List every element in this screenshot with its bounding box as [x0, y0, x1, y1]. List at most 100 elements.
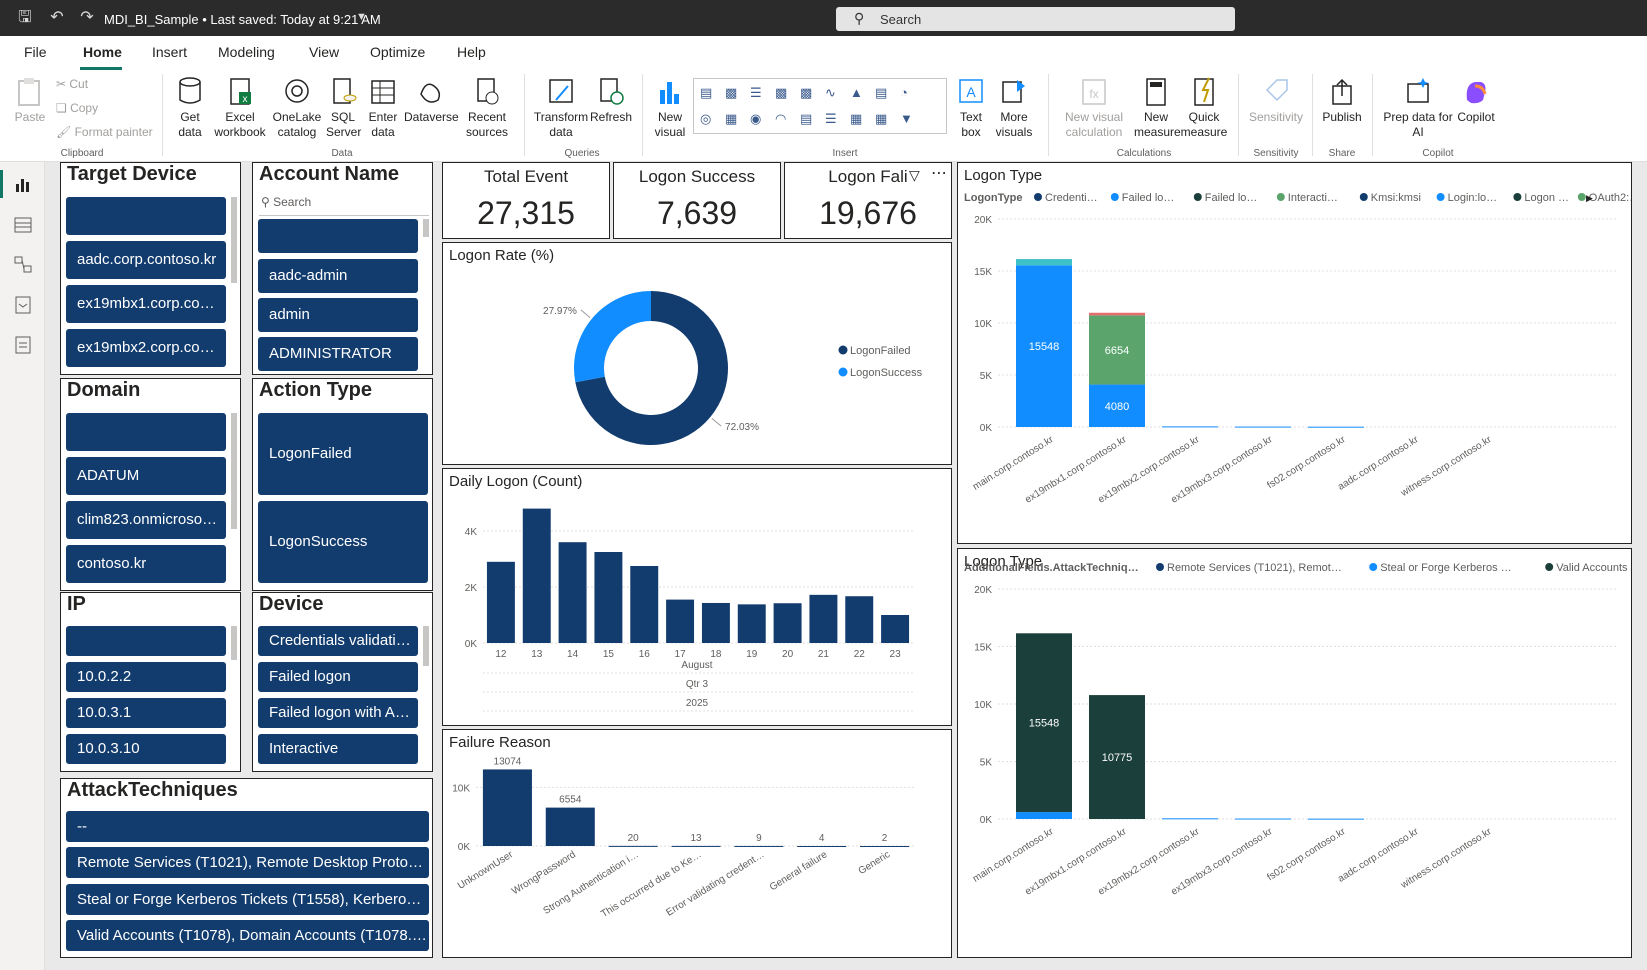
bar-segment — [1235, 426, 1291, 428]
undo-icon[interactable]: ↶ — [50, 9, 64, 26]
visual-type-icon[interactable]: ∿ — [825, 85, 836, 100]
tab-file[interactable]: File — [24, 44, 47, 60]
format-painter-button[interactable]: 🖌 Format painter — [56, 125, 153, 139]
slicer-item[interactable] — [258, 219, 418, 253]
visual-type-icon[interactable]: ▤ — [875, 85, 888, 100]
visual-type-icon[interactable]: ▩ — [800, 85, 813, 100]
dataverse-button[interactable]: Dataverse — [404, 76, 459, 125]
card-logon-success[interactable]: Logon Success 7,639 — [613, 162, 781, 239]
slicer-item[interactable]: ex19mbx1.corp.co… — [66, 285, 226, 323]
visual-type-icon[interactable]: ▦ — [875, 111, 888, 126]
save-icon[interactable]: 🖫 — [18, 9, 32, 26]
refresh-button[interactable]: Refresh — [590, 76, 632, 125]
slicer-item[interactable]: Valid Accounts (T1078), Domain Accounts … — [66, 920, 429, 951]
visual-gallery[interactable]: ▤ ▩ ☰ ▩ ▩ ∿ ▲ ▤ ◔ ◎ ▦ ◉ ◠ ▤ ☰ ▦ ▦ ▼ — [693, 78, 947, 134]
more-visuals-label: More visuals — [995, 110, 1033, 139]
slicer-item[interactable]: contoso.kr — [66, 545, 226, 583]
tab-view[interactable]: View — [309, 44, 340, 60]
model-view-icon[interactable] — [12, 254, 34, 276]
more-visuals-button[interactable]: More visuals — [990, 76, 1038, 140]
slicer-item[interactable]: Remote Services (T1021), Remote Desktop … — [66, 847, 429, 878]
slicer-item[interactable]: 10.0.3.10 — [66, 734, 226, 764]
dax-query-view-icon[interactable] — [12, 294, 34, 316]
slicer-item[interactable] — [66, 413, 226, 451]
slicer-item[interactable]: Interactive — [258, 734, 418, 764]
new-visual-button[interactable]: New visual — [650, 76, 690, 140]
visual-type-icon[interactable]: ▤ — [700, 85, 713, 100]
publish-button[interactable]: Publish — [1318, 76, 1366, 125]
slicer-item[interactable]: LogonFailed — [258, 413, 428, 495]
new-visual-calculation-button[interactable]: fx New visual calculation — [1056, 76, 1132, 140]
tab-insert[interactable]: Insert — [152, 44, 188, 60]
slicer-item[interactable]: -- — [66, 811, 429, 842]
enter-data-button[interactable]: Enter data — [364, 76, 402, 140]
visual-type-icon[interactable]: ▩ — [725, 85, 738, 100]
slicer-item[interactable] — [66, 197, 226, 235]
visual-type-icon[interactable]: ◠ — [775, 111, 787, 126]
slicer-item[interactable]: admin — [258, 298, 418, 332]
table-view-icon[interactable] — [12, 214, 34, 236]
filter-icon[interactable]: ▽ — [909, 167, 920, 183]
tab-modeling[interactable]: Modeling — [218, 44, 275, 60]
bar-segment — [1016, 265, 1072, 427]
copy-button[interactable]: ❏ Copy — [56, 101, 98, 115]
card-logon-failed[interactable]: Logon Fali 19,676 ▽ ⋯ — [784, 162, 952, 239]
scrollbar[interactable] — [231, 413, 237, 529]
get-data-button[interactable]: Get data — [170, 76, 210, 140]
slicer-item[interactable]: Failed logon with A… — [258, 698, 418, 728]
slicer-item[interactable]: aadc-admin — [258, 259, 418, 293]
slicer-search-input[interactable]: ⚲ Search — [261, 195, 421, 213]
visual-type-icon[interactable]: ▦ — [850, 111, 863, 126]
visual-type-icon[interactable]: ▩ — [775, 85, 788, 100]
slicer-item[interactable]: aadc.corp.contoso.kr — [66, 241, 226, 279]
slicer-item[interactable]: LogonSuccess — [258, 501, 428, 583]
scrollbar[interactable] — [423, 626, 429, 666]
cut-button[interactable]: ✂ Cut — [56, 77, 88, 91]
copilot-button[interactable]: Copilot — [1452, 76, 1500, 125]
visual-type-icon[interactable]: ◉ — [750, 111, 762, 126]
tab-optimize[interactable]: Optimize — [370, 44, 426, 60]
report-view-icon[interactable] — [12, 174, 34, 196]
chevron-down-icon[interactable]: ▼ — [356, 11, 367, 23]
slicer-item[interactable]: ex19mbx2.corp.co… — [66, 329, 226, 367]
transform-data-button[interactable]: Transform data — [532, 76, 590, 140]
y-tick-label: 15K — [974, 643, 992, 654]
slicer-item[interactable] — [66, 626, 226, 656]
slicer-item[interactable]: Steal or Forge Kerberos Tickets (T1558),… — [66, 884, 429, 915]
visual-type-icon[interactable]: ▤ — [800, 111, 813, 126]
visual-type-icon[interactable]: ▼ — [900, 111, 913, 126]
slicer-item[interactable]: 10.0.2.2 — [66, 662, 226, 692]
visual-type-icon[interactable]: ▦ — [725, 111, 738, 126]
redo-icon[interactable]: ↷ — [80, 9, 94, 26]
tab-help[interactable]: Help — [457, 44, 486, 60]
quick-measure-button[interactable]: Quick measure — [1180, 76, 1228, 140]
scrollbar[interactable] — [231, 626, 237, 660]
slicer-item[interactable]: Credentials validati… — [258, 626, 418, 656]
slicer-item[interactable]: clim823.onmicroso… — [66, 501, 226, 539]
new-measure-button[interactable]: New measure — [1134, 76, 1181, 140]
visual-type-icon[interactable]: ◎ — [700, 111, 712, 126]
visual-type-icon[interactable]: ☰ — [750, 85, 762, 100]
slicer-item[interactable]: ADATUM — [66, 457, 226, 495]
visual-type-icon[interactable]: ▲ — [850, 85, 863, 100]
sensitivity-button[interactable]: Sensitivity — [1244, 76, 1308, 125]
more-options-icon[interactable]: ⋯ — [931, 165, 947, 182]
recent-sources-button[interactable]: Recent sources — [460, 76, 514, 140]
paste-button[interactable]: Paste — [12, 76, 48, 125]
scrollbar[interactable] — [231, 197, 237, 283]
visual-type-icon[interactable]: ☰ — [825, 111, 837, 126]
card-total-event[interactable]: Total Event 27,315 — [442, 162, 610, 239]
search-input[interactable]: ⚲ Search — [836, 7, 1235, 31]
scrollbar[interactable] — [423, 219, 429, 237]
onelake-catalog-button[interactable]: OneLake catalog — [270, 76, 324, 140]
visual-type-icon[interactable]: ◔ — [900, 85, 908, 100]
slicer-item[interactable]: 10.0.3.1 — [66, 698, 226, 728]
prep-data-for-ai-button[interactable]: Prep data for AI — [1378, 76, 1458, 140]
tab-home[interactable]: Home — [83, 44, 122, 60]
excel-workbook-button[interactable]: x Excel workbook — [212, 76, 268, 140]
slicer-item[interactable]: Failed logon — [258, 662, 418, 692]
tmdl-view-icon[interactable] — [12, 334, 34, 356]
text-box-button[interactable]: A Text box — [952, 76, 990, 140]
slicer-item[interactable]: ADMINISTRATOR — [258, 337, 418, 371]
sql-server-button[interactable]: SQL Server — [326, 76, 361, 140]
